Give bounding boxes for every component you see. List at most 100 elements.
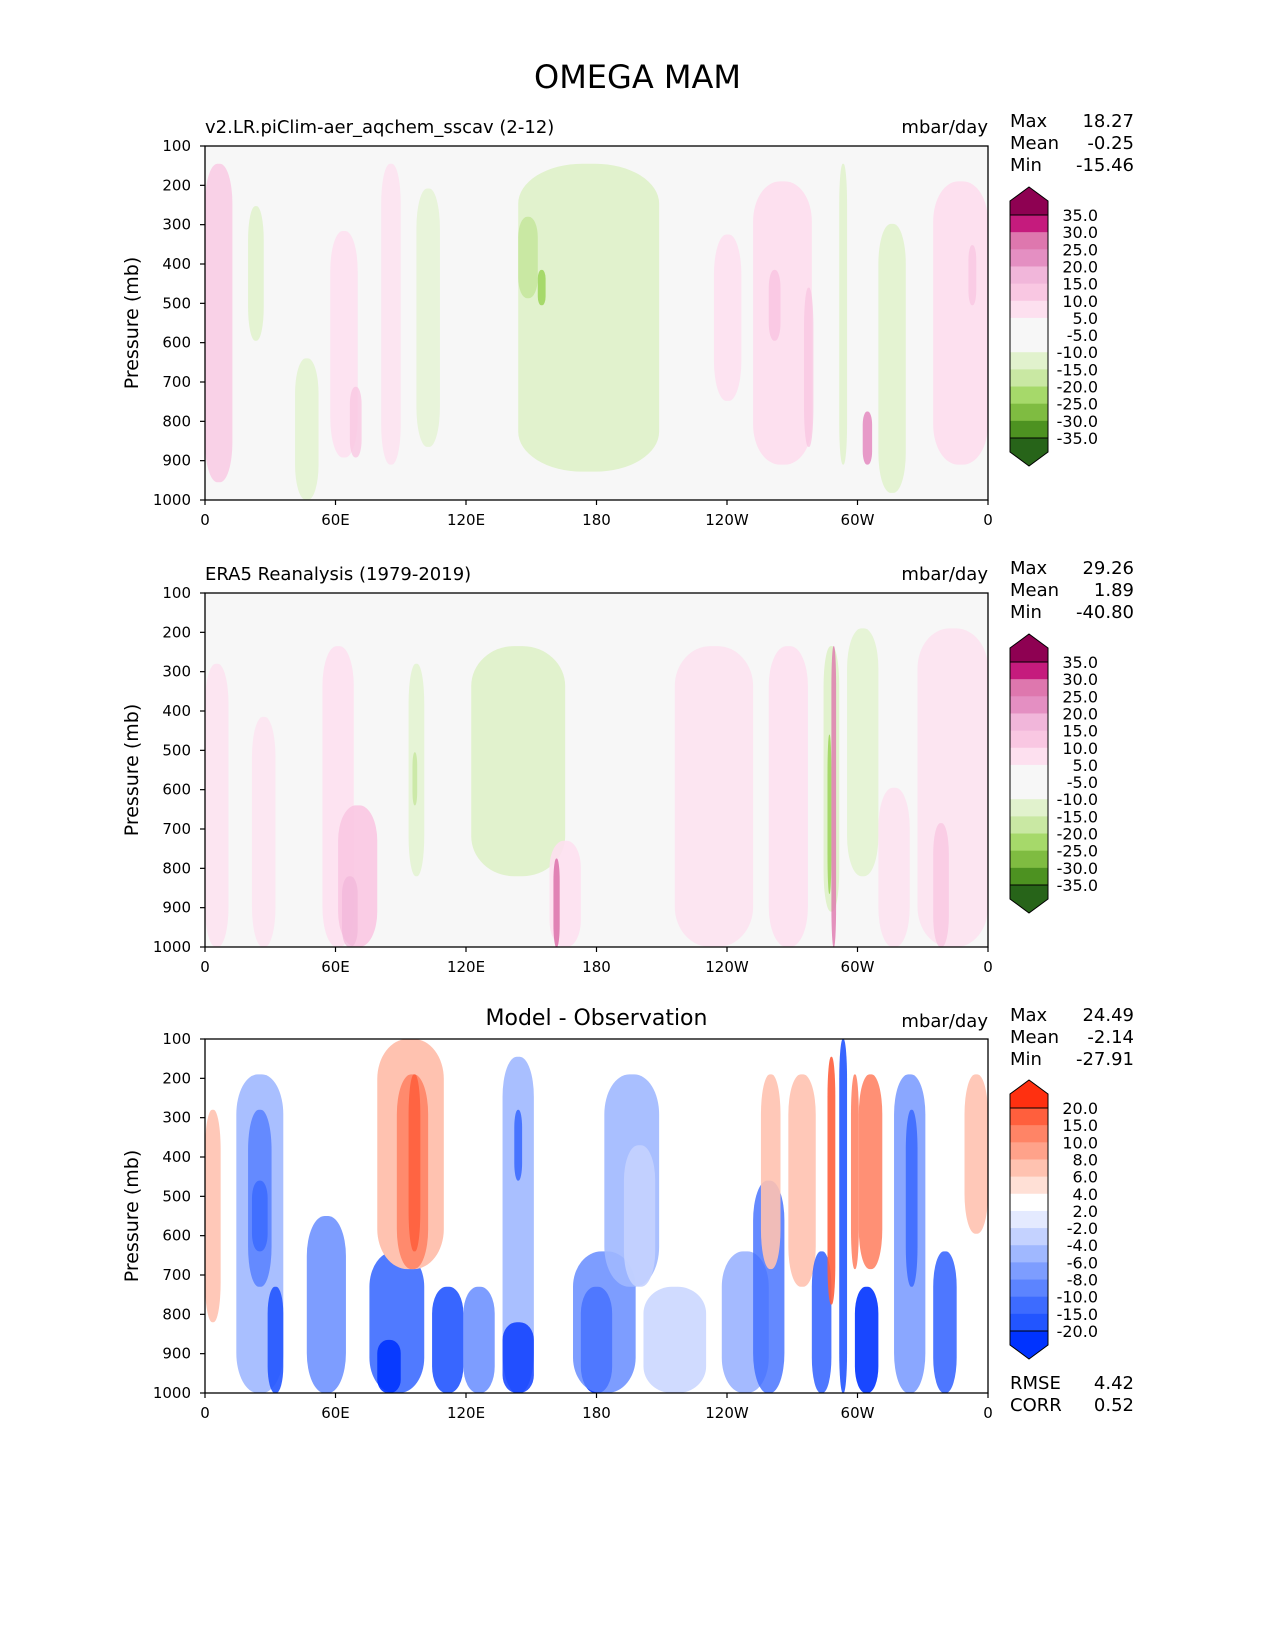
mean-label: Mean [1010, 1027, 1060, 1048]
max-value: 18.27 [1082, 111, 1134, 132]
y-tick-label: 500 [162, 741, 191, 759]
colorbar-segment [1010, 1228, 1048, 1246]
contour-blob [968, 245, 977, 306]
colorbar-label: -30.0 [1057, 412, 1098, 431]
y-tick-label: 400 [162, 702, 191, 720]
colorbar-label: -10.0 [1057, 790, 1098, 809]
colorbar-extend-bottom [1009, 1330, 1049, 1360]
contour-blob [878, 223, 906, 493]
y-tick-label: 400 [162, 1148, 191, 1166]
colorbar-label: 10.0 [1062, 1133, 1098, 1152]
contour-blob [432, 1286, 464, 1393]
contour-blob [811, 1251, 832, 1393]
contour-blob [416, 188, 440, 447]
panel-title: ERA5 Reanalysis (1979-2019) [205, 564, 472, 585]
colorbar-label: 30.0 [1062, 670, 1098, 689]
colorbar-segment [1010, 1125, 1048, 1143]
colorbar-label: -15.0 [1057, 807, 1098, 826]
contour-blob [306, 1216, 346, 1393]
contour-blob [850, 1074, 859, 1270]
colorbar-label: 15.0 [1062, 722, 1098, 741]
contour-blob [878, 787, 910, 947]
y-tick-label: 800 [162, 1305, 191, 1323]
colorbar-label: -30.0 [1057, 859, 1098, 878]
colorbar-segment [1010, 369, 1048, 388]
colorbar-segment [1010, 662, 1048, 680]
x-tick-label: 0 [983, 1404, 993, 1422]
contour-blob [537, 269, 546, 306]
heatmap-field [205, 1039, 988, 1393]
contour-blob [788, 1074, 816, 1287]
contour-blob [408, 1074, 421, 1252]
colorbar-label: -35.0 [1057, 876, 1098, 895]
colorbar-label: 30.0 [1062, 223, 1098, 242]
y-tick-label: 700 [162, 1266, 191, 1284]
colorbar-extend-top [1009, 186, 1049, 216]
colorbar-label: 35.0 [1062, 206, 1098, 225]
colorbar-segment [1010, 266, 1048, 285]
colorbar-label: 15.0 [1062, 1116, 1098, 1135]
colorbar-extend-top [1009, 1079, 1049, 1109]
y-tick-label: 200 [162, 176, 191, 194]
y-tick-label: 300 [162, 216, 191, 234]
rmse-value: 4.42 [1093, 1373, 1134, 1394]
max-value: 29.26 [1082, 558, 1134, 579]
y-tick-label: 500 [162, 1187, 191, 1205]
colorbar-label: -15.0 [1057, 1305, 1098, 1324]
colorbar-segment [1010, 335, 1048, 353]
contour-blob [502, 1322, 534, 1393]
units-label: mbar/day [901, 117, 988, 138]
contour-blob [768, 646, 808, 947]
contour-blob [412, 752, 418, 806]
stats-box: Max 29.26 Mean 1.89 Min -40.80 [1010, 558, 1134, 624]
contour-blob [768, 269, 781, 341]
corr-label: CORR [1010, 1395, 1062, 1416]
x-tick-label: 120W [705, 1404, 749, 1422]
colorbar-label: -4.0 [1067, 1236, 1098, 1255]
y-tick-label: 800 [162, 859, 191, 877]
colorbar-segment [1010, 747, 1048, 766]
y-tick-label: 600 [162, 781, 191, 799]
colorbar-label: 35.0 [1062, 653, 1098, 672]
heatmap-field [205, 146, 988, 500]
colorbar-segment [1010, 764, 1048, 783]
y-tick-label: 900 [162, 452, 191, 470]
contour-blob [827, 1056, 836, 1305]
contour-blob [267, 1286, 284, 1393]
colorbar-label: 6.0 [1073, 1168, 1098, 1187]
x-tick-label: 120W [705, 958, 749, 976]
colorbar: 35.030.025.020.015.010.05.0-5.0-10.0-15.… [1009, 186, 1098, 467]
contour-blob [839, 1039, 848, 1393]
contour-blob [933, 1251, 957, 1393]
x-tick-label: 60W [841, 1404, 875, 1422]
contour-blob [342, 876, 358, 947]
y-tick-label: 500 [162, 294, 191, 312]
plot-svg: 100 200 300 400 500 600 700 800 900 1000 0 60E 120E 1… [121, 137, 1098, 529]
contour-blob [854, 1286, 879, 1393]
stats-box: Max 24.49 Mean -2.14 Min -27.91 [1010, 1005, 1134, 1071]
colorbar-label: 10.0 [1062, 292, 1098, 311]
contour-blob [502, 1056, 534, 1393]
colorbar-label: 4.0 [1073, 1185, 1098, 1204]
x-tick-label: 0 [983, 511, 993, 529]
contour-blob [471, 646, 566, 877]
contour-blob [205, 663, 229, 947]
colorbar-label: 25.0 [1062, 687, 1098, 706]
stats-box: Max 18.27 Mean -0.25 Min -15.46 [1010, 111, 1134, 177]
plot-svg: 100 200 300 400 500 600 700 800 900 1000 0 60E 120E 1… [121, 584, 1098, 976]
colorbar-label: -20.0 [1057, 378, 1098, 397]
contour-blob [643, 1286, 707, 1393]
y-tick-label: 200 [162, 623, 191, 641]
colorbar-segment [1010, 1108, 1048, 1126]
colorbar-label: 8.0 [1073, 1150, 1098, 1169]
contour-blob [753, 181, 812, 465]
y-tick-label: 600 [162, 1227, 191, 1245]
min-value: -15.46 [1075, 155, 1134, 176]
colorbar-label: 25.0 [1062, 240, 1098, 259]
panel-title: Model - Observation [485, 1006, 708, 1031]
contour-blob [933, 823, 949, 947]
contour-blob [858, 1074, 883, 1270]
colorbar-label: -35.0 [1057, 429, 1098, 448]
colorbar-segment [1010, 799, 1048, 817]
contour-blob [933, 181, 988, 465]
